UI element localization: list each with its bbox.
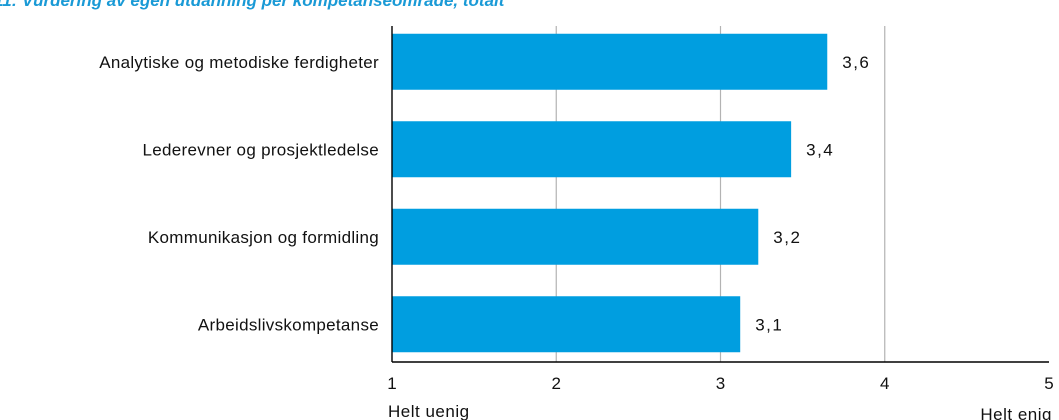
bar xyxy=(392,208,759,265)
x-tick-label: 4 xyxy=(880,374,889,393)
category-labels: Analytiske og metodiske ferdigheter Leder… xyxy=(99,53,379,335)
value-labels: 3,6 3,4 3,2 3,1 xyxy=(755,53,870,335)
bars xyxy=(392,33,828,353)
data-label: 3,6 xyxy=(842,53,870,72)
bar xyxy=(392,296,741,353)
data-label: 3,4 xyxy=(806,140,834,159)
data-label: 3,2 xyxy=(773,228,801,247)
category-label: Arbeidslivskompetanse xyxy=(198,315,379,334)
x-anchor-low-label: Helt uenig xyxy=(388,402,470,420)
bar xyxy=(392,121,792,178)
category-label: Analytiske og metodiske ferdigheter xyxy=(99,53,379,72)
data-label: 3,1 xyxy=(755,315,783,334)
axes xyxy=(391,26,1049,363)
x-anchor-high-label: Helt enig xyxy=(980,405,1052,420)
category-label: Lederevner og prosjektledelse xyxy=(143,140,379,159)
x-tick-label: 3 xyxy=(716,374,725,393)
x-tick-label: 2 xyxy=(552,374,561,393)
bar xyxy=(392,33,828,90)
x-tick-label: 5 xyxy=(1044,374,1053,393)
x-tick-labels: 1 2 3 4 5 xyxy=(387,374,1053,393)
category-label: Kommunikasjon og formidling xyxy=(148,228,379,247)
x-tick-label: 1 xyxy=(387,374,396,393)
chart-title: 11: Vurdering av egen utdanning per komp… xyxy=(0,0,506,10)
